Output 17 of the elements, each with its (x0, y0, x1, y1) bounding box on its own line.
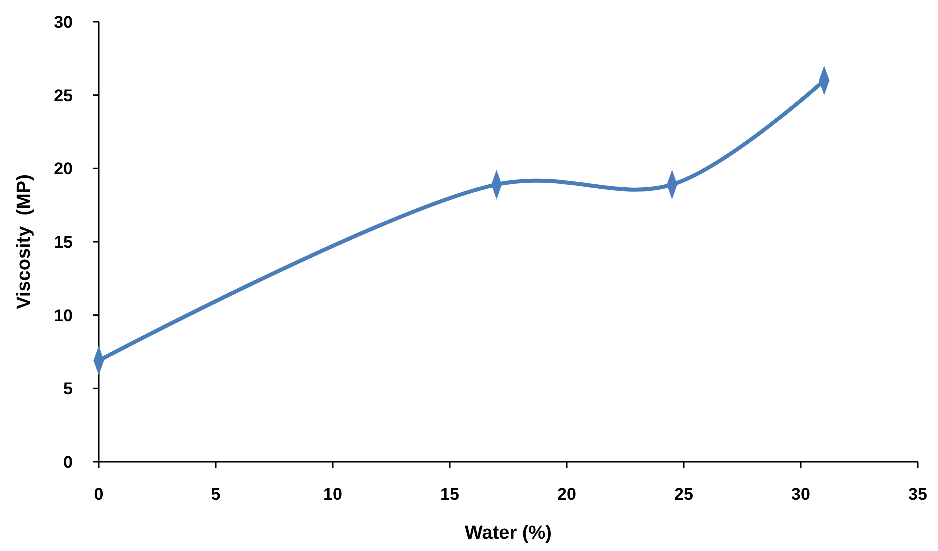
x-tick-label: 25 (674, 485, 694, 504)
x-tick-label: 15 (440, 485, 460, 504)
y-tick-label: 0 (64, 452, 73, 472)
x-tick-label: 10 (324, 485, 342, 504)
x-tick-label: 0 (94, 485, 104, 504)
x-tick-label: 20 (558, 485, 576, 504)
y-tick-label: 25 (54, 86, 73, 106)
y-tick-label: 20 (54, 160, 73, 179)
y-tick-label: 10 (54, 306, 73, 326)
y-axis-title: Viscosity (MP) (14, 174, 35, 310)
y-tick-label: 15 (54, 232, 73, 252)
x-tick-label: 35 (908, 485, 928, 504)
y-tick-label: 30 (54, 12, 73, 32)
x-tick-label: 30 (792, 485, 810, 504)
y-tick-label: 5 (64, 380, 73, 399)
x-tick-label: 5 (211, 485, 221, 504)
x-axis-title: Water (%) (465, 523, 552, 544)
